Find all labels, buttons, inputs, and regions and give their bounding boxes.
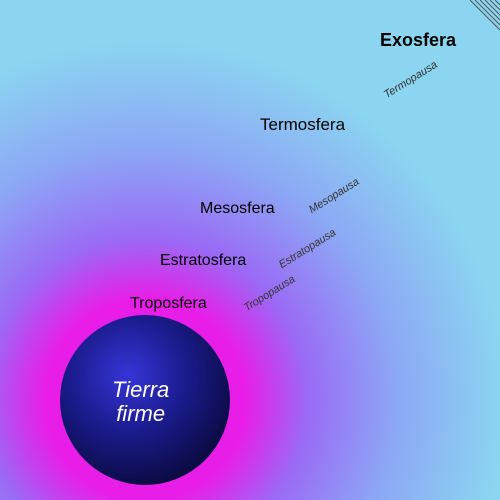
boundary-label: Estratopausa — [277, 227, 338, 272]
layer-label: Estratosfera — [160, 252, 246, 270]
layer-label: Termosfera — [260, 115, 345, 135]
layer-label: Mesosfera — [200, 200, 275, 218]
layer-label: Exosfera — [380, 30, 456, 51]
boundary-label: Tropopausa — [242, 273, 297, 314]
boundary-label: Mesopausa — [307, 176, 362, 216]
earth-label: Tierrafirme — [112, 378, 169, 426]
atmosphere-diagram: Tierrafirme Troposfera Estratosfera Mesosfe… — [0, 0, 500, 500]
corner-hatch — [470, 0, 500, 30]
layer-label: Troposfera — [130, 295, 207, 313]
boundary-label: Termopausa — [382, 59, 440, 101]
